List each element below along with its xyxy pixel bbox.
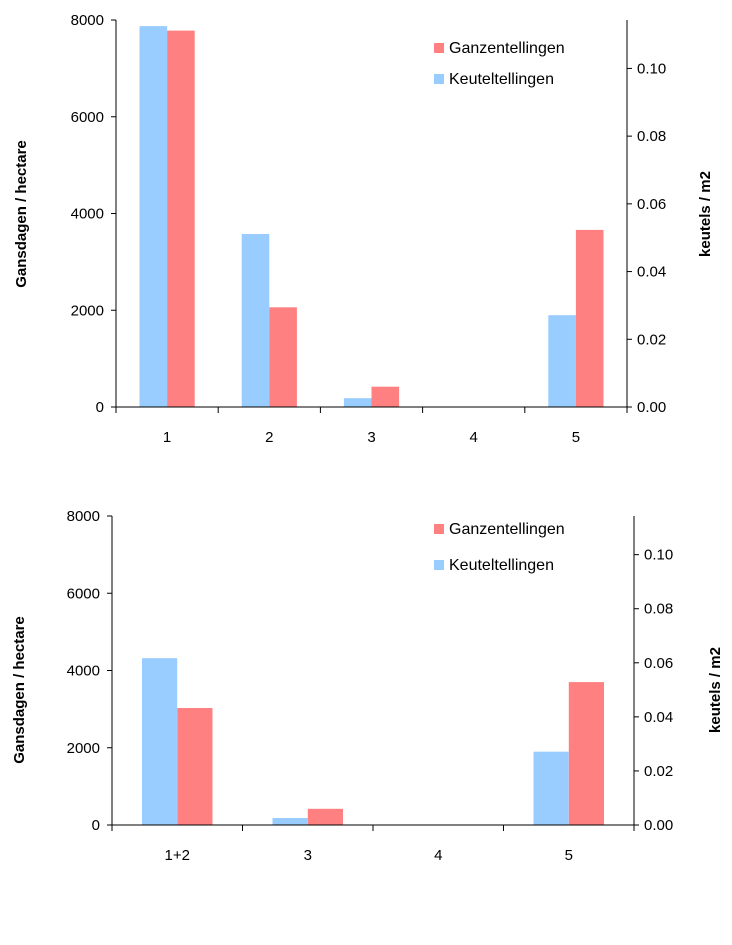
right-y-tick-label: 0.04 [637,264,666,281]
legend-label-keuteltellingen: Keuteltellingen [449,557,554,574]
left-y-axis-title: Gansdagen / hectare [13,140,30,288]
x-tick-label: 5 [565,847,573,864]
x-tick-label: 3 [367,429,375,446]
left-y-tick-label: 8000 [67,508,100,525]
legend: Ganzentellingen Keuteltellingen [434,40,565,88]
legend-swatch-keuteltellingen [434,560,444,570]
legend: Ganzentellingen Keuteltellingen [434,521,565,574]
right-y-tick-label: 0.02 [637,331,666,348]
bar-ganzentellingen-1+2 [177,708,213,825]
x-tick-label: 4 [470,429,478,446]
bar-ganzentellingen-5 [568,682,604,825]
right-y-tick-label: 0.04 [644,709,673,726]
legend-label-ganzentellingen: Ganzentellingen [449,521,565,538]
right-y-tick-label: 0.02 [644,763,673,780]
chart-panel-1: 0 2000 4000 6000 8000 0.00 0.02 0.04 0.06 0.08 0.1… [13,12,714,446]
right-y-tick-label: 0.10 [637,60,666,77]
x-tick-label: 2 [265,429,273,446]
right-y-tick-label: 0.08 [644,601,673,618]
left-y-tick-label: 8000 [71,12,104,29]
left-y-tick-label: 6000 [67,585,100,602]
right-y-tick-label: 0.10 [644,547,673,564]
bar-ganzentellingen-3 [307,808,343,825]
bar-keuteltellingen-3 [343,398,372,407]
x-tick-label: 3 [304,847,312,864]
bar-keuteltellingen-1+2 [142,658,178,825]
left-y-tick-label: 2000 [71,302,104,319]
chart-panel-2: 0 2000 4000 6000 8000 0.00 0.02 0.04 0.06 0.08 0.1… [11,508,724,864]
bar-keuteltellingen-3 [272,818,308,825]
x-tick-label: 1 [163,429,171,446]
right-y-axis-title: keutels / m2 [697,171,714,257]
legend-swatch-ganzentellingen [434,43,444,53]
right-y-axis-title: keutels / m2 [707,647,724,733]
left-y-tick-label: 4000 [71,206,104,223]
legend-label-keuteltellingen: Keuteltellingen [449,71,554,88]
right-y-tick-label: 0.08 [637,128,666,145]
left-y-tick-label: 0 [92,817,100,834]
bar-keuteltellingen-5 [533,751,569,825]
legend-swatch-keuteltellingen [434,74,444,84]
bar-keuteltellingen-1 [139,26,168,407]
left-y-axis-title: Gansdagen / hectare [11,616,28,764]
left-y-tick-label: 4000 [67,663,100,680]
bar-keuteltellingen-2 [241,234,270,407]
legend-label-ganzentellingen: Ganzentellingen [449,40,565,57]
bar-ganzentellingen-3 [371,386,400,407]
right-y-tick-label: 0.00 [637,399,666,416]
right-y-tick-label: 0.00 [644,817,673,834]
bar-ganzentellingen-2 [269,307,297,407]
bar-keuteltellingen-5 [548,315,576,407]
left-y-tick-label: 2000 [67,740,100,757]
x-tick-label: 4 [434,847,442,864]
bar-ganzentellingen-5 [575,229,604,407]
bar-ganzentellingen-1 [167,30,195,407]
legend-swatch-ganzentellingen [434,524,444,534]
x-tick-label: 5 [572,429,580,446]
left-y-tick-label: 6000 [71,109,104,126]
right-y-tick-label: 0.06 [644,655,673,672]
x-tick-label: 1+2 [165,847,190,864]
right-y-tick-label: 0.06 [637,196,666,213]
left-y-tick-label: 0 [96,399,104,416]
